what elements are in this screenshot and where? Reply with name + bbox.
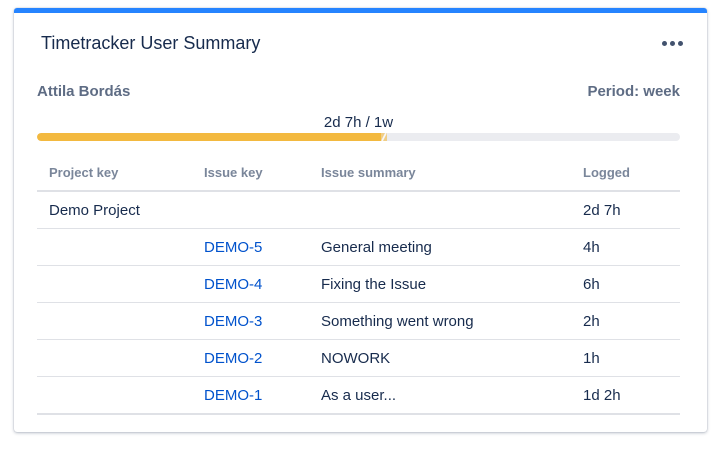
issue-key-link[interactable]: DEMO-2	[204, 349, 263, 367]
gadget-title: Timetracker User Summary	[41, 33, 261, 53]
user-name: Attila Bordás	[37, 83, 131, 100]
issue-summary: Something went wrong	[321, 302, 583, 340]
more-dot	[677, 40, 683, 46]
progress-bar	[37, 133, 680, 141]
table-header-row: Project key Issue key Issue summary Logg…	[37, 154, 680, 192]
header-issue-key: Issue key	[204, 154, 321, 192]
progress-text: 2d 7h / 1w	[323, 114, 394, 131]
issue-key-link[interactable]: DEMO-1	[204, 386, 263, 404]
issue-logged: 4h	[583, 228, 680, 266]
issue-logged: 2h	[583, 302, 680, 340]
more-horizontal-icon[interactable]	[657, 33, 687, 53]
issue-key-link[interactable]: DEMO-4	[204, 275, 263, 293]
issue-summary: Fixing the Issue	[321, 265, 583, 303]
header-issue-summary: Issue summary	[321, 154, 583, 192]
more-dot	[669, 40, 675, 46]
table-row: DEMO-1 As a user... 1d 2h	[37, 376, 680, 415]
issue-summary: NOWORK	[321, 339, 583, 377]
header-project-key: Project key	[37, 154, 204, 192]
issue-logged: 1d 2h	[583, 376, 680, 415]
issue-key-link[interactable]: DEMO-5	[204, 238, 263, 256]
table-row: DEMO-4 Fixing the Issue 6h	[37, 265, 680, 303]
project-logged: 2d 7h	[583, 191, 680, 229]
gadget-accent-bar	[14, 8, 707, 13]
issue-key-link[interactable]: DEMO-3	[204, 312, 263, 330]
issue-logged: 1h	[583, 339, 680, 377]
issue-summary: As a user...	[321, 376, 583, 415]
more-dot	[661, 40, 667, 46]
header-logged: Logged	[583, 154, 680, 192]
project-name: Demo Project	[37, 191, 204, 229]
table-row: DEMO-5 General meeting 4h	[37, 228, 680, 266]
project-row: Demo Project 2d 7h	[37, 191, 680, 229]
issue-logged: 6h	[583, 265, 680, 303]
issue-summary: General meeting	[321, 228, 583, 266]
timetracker-gadget: Timetracker User Summary Attila Bordás P…	[14, 8, 707, 432]
summary-table: Project key Issue key Issue summary Logg…	[37, 154, 680, 415]
period-label: Period: week	[587, 83, 680, 100]
table-row: DEMO-2 NOWORK 1h	[37, 339, 680, 377]
table-row: DEMO-3 Something went wrong 2h	[37, 302, 680, 340]
progress-bar-fill	[37, 133, 387, 141]
